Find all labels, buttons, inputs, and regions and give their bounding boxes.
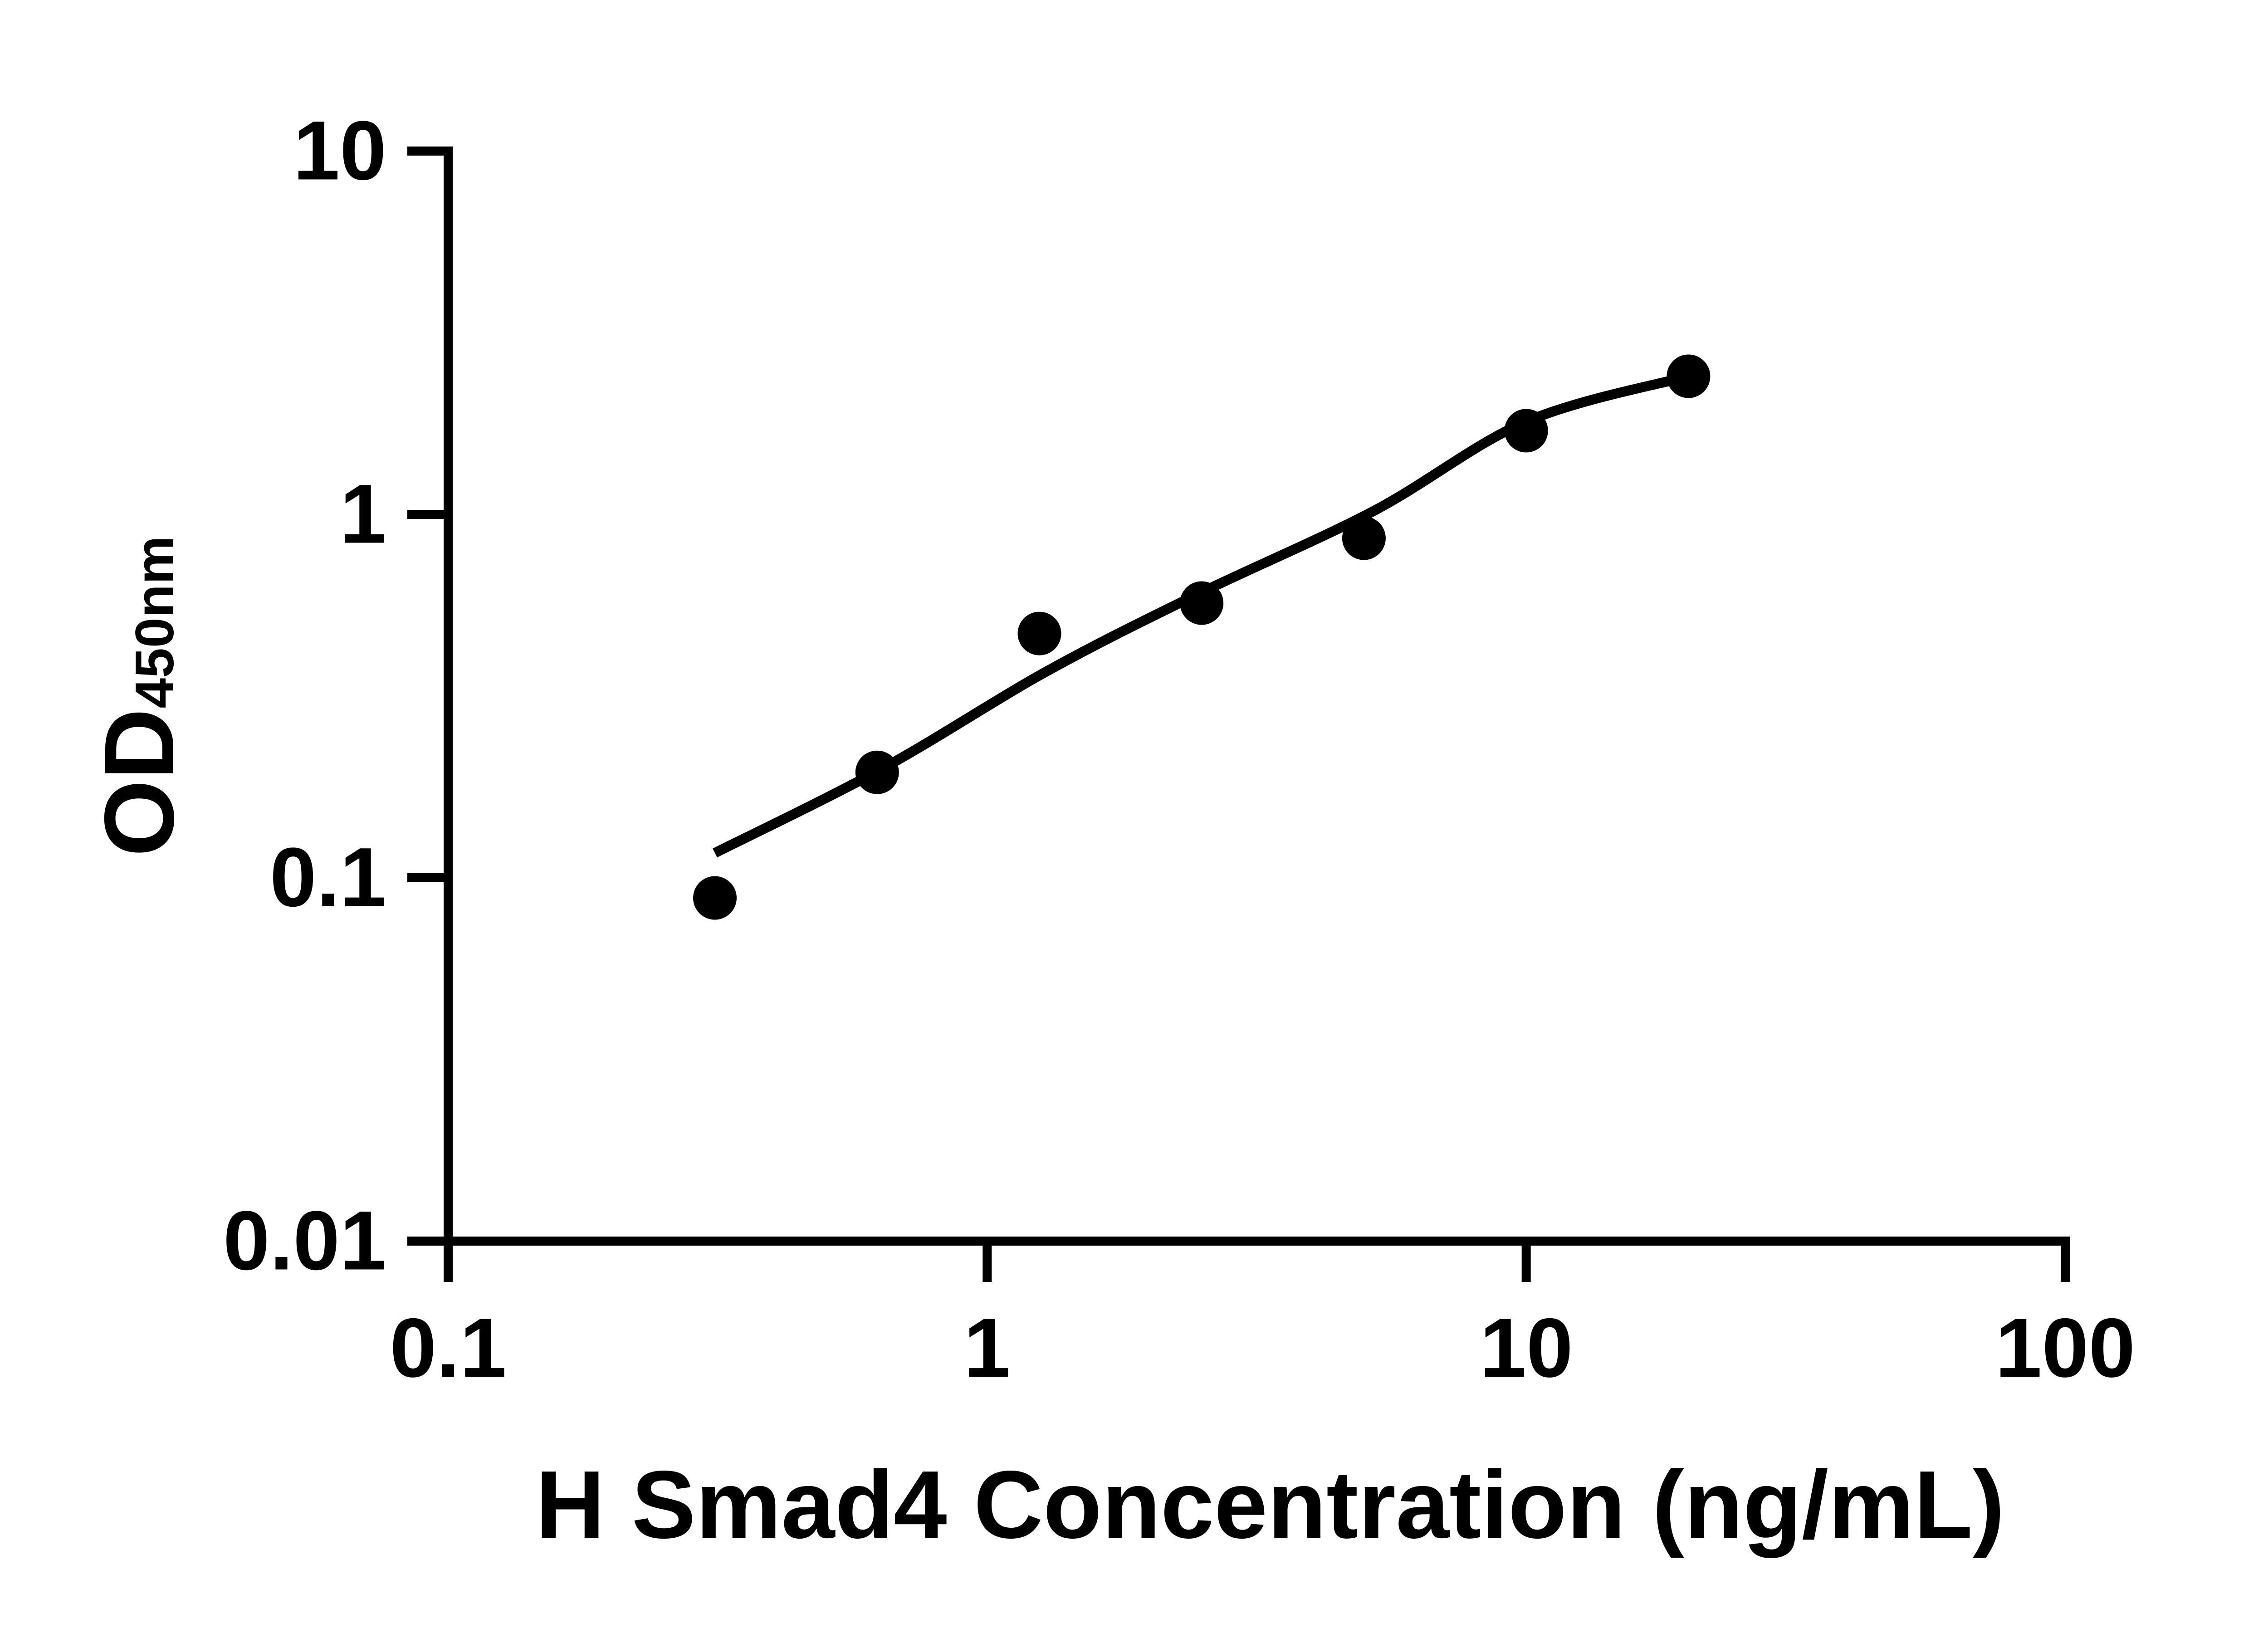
data-point-marker (1504, 409, 1548, 453)
data-point-marker (1342, 516, 1386, 560)
y-axis-title-main: OD (84, 708, 195, 857)
data-point-marker (1017, 611, 1061, 655)
y-tick-label-0-01: 0.01 (223, 1194, 386, 1288)
x-tick-label-1: 1 (963, 1301, 1011, 1395)
data-point-marker (693, 876, 737, 920)
y-tick-label-10: 10 (293, 104, 386, 198)
x-tick-label-0-1: 0.1 (390, 1301, 507, 1395)
y-tick-label-1: 1 (340, 467, 386, 561)
x-tick-label-10: 10 (1480, 1301, 1573, 1395)
data-point-marker (1180, 581, 1224, 625)
data-point-marker (855, 750, 899, 794)
data-point-marker (1667, 354, 1711, 398)
x-tick-label-100: 100 (1995, 1301, 2136, 1395)
x-axis-title: H Smad4 Concentration (ng/mL) (535, 1451, 2005, 1558)
y-axis-title-subscript: 450nm (124, 536, 185, 709)
y-axis-title: OD450nm (83, 536, 196, 856)
y-tick-label-0-1: 0.1 (269, 831, 386, 924)
